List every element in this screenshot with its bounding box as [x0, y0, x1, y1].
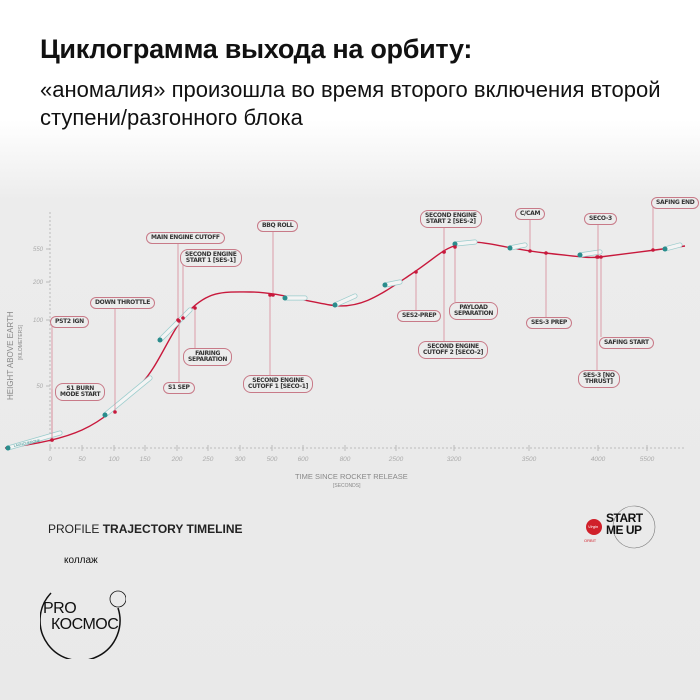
event-label: C/CAM — [515, 208, 546, 220]
y-tick-label: 50 — [36, 384, 43, 390]
x-tick-label: 800 — [340, 456, 351, 463]
vehicle-nozzle-icon — [382, 282, 388, 288]
x-tick-label: 600 — [298, 456, 309, 463]
event-marker — [113, 410, 117, 414]
event-marker — [414, 270, 418, 274]
vehicle-body — [103, 376, 152, 417]
x-axis-unit: [SECONDS] — [333, 483, 361, 489]
event-marker — [193, 306, 197, 310]
x-tick-label: 5500 — [640, 456, 655, 463]
diagram-caption: PROFILE TRAJECTORY TIMELINE — [48, 522, 243, 536]
event-marker — [544, 251, 548, 255]
sponsor-sub: ORBIT — [584, 538, 597, 543]
event-marker — [442, 250, 446, 254]
vehicle-nozzle-icon — [332, 302, 338, 308]
event-label: SAFING START — [599, 337, 654, 349]
event-label: PST2 IGN — [50, 316, 89, 328]
event-label: PAYLOAD SEPARATION — [449, 302, 499, 320]
sponsor-logo: Virgin ORBIT START ME UP — [582, 505, 657, 550]
event-label: SECOND ENGINE START 1 [SES-1] — [180, 249, 242, 267]
page-subtitle: «аномалия» произошла во время второго вк… — [40, 77, 661, 130]
launcher-text: LAUNCHERONE — [13, 438, 41, 448]
event-marker — [599, 255, 603, 259]
sponsor-ring-icon — [586, 505, 656, 549]
x-tick-label: 300 — [235, 456, 246, 463]
event-label: S1 SEP — [163, 382, 195, 394]
vehicle-body — [663, 243, 682, 251]
x-tick-label: 50 — [78, 456, 86, 463]
x-tick-label: 250 — [202, 456, 214, 463]
vehicle-nozzle-icon — [452, 241, 458, 247]
vehicle-body — [453, 240, 477, 246]
vehicle-body — [383, 280, 402, 287]
x-axis-title: TIME SINCE ROCKET RELEASE — [295, 472, 408, 481]
logo-text: PRO КОСМОС — [43, 600, 119, 633]
x-tick-label: 500 — [267, 456, 278, 463]
event-marker — [528, 249, 532, 253]
collage-label: коллаж — [64, 555, 98, 566]
event-marker — [50, 438, 54, 442]
y-tick-label: 550 — [33, 247, 44, 253]
y-axis-title: HEIGHT ABOVE EARTH — [6, 311, 15, 400]
logo-line1: PRO — [43, 600, 77, 617]
event-marker — [177, 319, 181, 323]
event-label: SECO-3 — [584, 213, 617, 225]
sponsor-line1: START — [606, 511, 643, 525]
event-label: DOWN THROTTLE — [90, 297, 155, 309]
logo-ring-icon — [40, 590, 126, 659]
x-tick-label: 3500 — [522, 456, 537, 463]
event-marker — [651, 248, 655, 252]
event-marker — [181, 316, 185, 320]
x-tick-label: 2500 — [388, 456, 404, 463]
vehicle-nozzle-icon — [157, 337, 163, 343]
logo-line2: КОСМОС — [51, 616, 119, 633]
x-tick-label: 100 — [109, 456, 120, 463]
x-tick-label: 0 — [48, 456, 52, 463]
vehicle-body — [578, 250, 602, 257]
trajectory-line — [4, 241, 686, 449]
vehicle-nozzle-icon — [102, 412, 108, 418]
x-tick-label: 4000 — [591, 456, 606, 463]
event-label: MAIN ENGINE CUTOFF — [146, 232, 225, 244]
vehicle-body — [508, 243, 527, 250]
event-label: SAFING END — [651, 197, 700, 209]
event-marker — [595, 255, 599, 259]
x-tick-label: 3200 — [447, 456, 462, 463]
vehicle-nozzle-icon — [5, 445, 11, 451]
event-label: SECOND ENGINE CUTOFF 2 [SECO-2] — [418, 341, 489, 359]
x-tick-label: 200 — [171, 456, 183, 463]
sponsor-line2: ME UP — [606, 523, 642, 537]
prokosmos-logo: PRO КОСМОС — [40, 573, 126, 659]
event-marker — [453, 245, 457, 249]
vehicle-body — [158, 308, 192, 342]
vehicle-body — [6, 431, 62, 450]
x-tick-label: 150 — [140, 456, 151, 463]
vehicle-nozzle-icon — [507, 245, 513, 251]
vehicle-nozzle-icon — [662, 246, 668, 252]
event-label: FAIRING SEPARATION — [183, 348, 233, 366]
y-tick-label: 200 — [32, 280, 44, 286]
event-label: SECOND ENGINE CUTOFF 1 [SECO-1] — [243, 375, 314, 393]
caption-bold: TRAJECTORY TIMELINE — [102, 522, 243, 536]
event-label: SES2-PREP — [397, 310, 442, 322]
event-label: SES-3 PREP — [526, 317, 573, 329]
event-label: SECOND ENGINE START 2 [SES-2] — [420, 210, 482, 228]
page-title: Циклограмма выхода на орбиту: — [40, 34, 473, 64]
event-label: S1 BURN MODE START — [55, 383, 106, 401]
sponsor-text: START ME UP — [606, 512, 643, 536]
event-marker — [271, 293, 275, 297]
vehicle-nozzle-icon — [577, 252, 583, 258]
vehicle-body — [333, 294, 357, 307]
y-axis-unit: [KILOMETERS] — [18, 324, 24, 360]
y-tick-label: 100 — [33, 318, 44, 324]
event-label: SES-3 [NO THRUST] — [578, 370, 620, 388]
event-marker — [268, 293, 272, 297]
caption-light: PROFILE — [48, 522, 100, 536]
sponsor-brand: Virgin — [588, 524, 599, 529]
event-label: BBQ ROLL — [257, 220, 299, 232]
vehicle-nozzle-icon — [282, 295, 288, 301]
